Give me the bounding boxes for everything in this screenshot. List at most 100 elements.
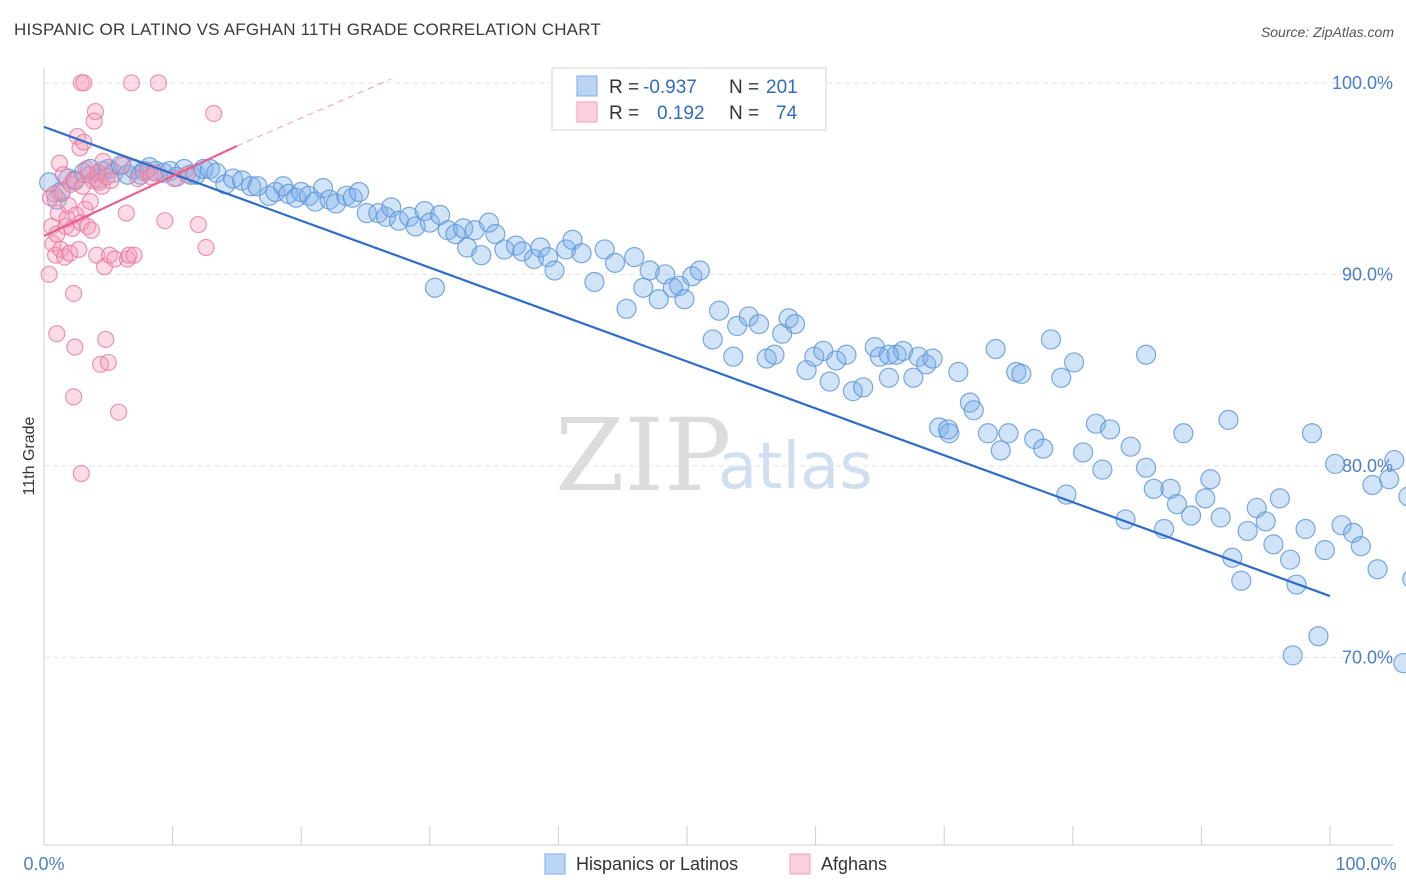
hispanic-point (1063, 352, 1085, 373)
hispanic-point (1200, 469, 1221, 490)
hispanic-point (963, 400, 984, 421)
axes (43, 68, 1393, 846)
hispanic-point (916, 354, 937, 375)
hispanic-point (1136, 457, 1157, 478)
hispanic-point (1384, 449, 1405, 471)
hispanic-point (419, 212, 440, 233)
afghan-point (66, 338, 84, 356)
x-tick-label-min: 0.0% (23, 854, 64, 874)
afghan-point (81, 192, 99, 211)
hispanic-point (853, 377, 874, 398)
afghan-point (205, 104, 223, 123)
hispanic-point (826, 350, 847, 371)
afghan-point (197, 238, 215, 257)
afghan-point (117, 204, 135, 222)
hispanic-point (348, 181, 370, 203)
afghan-point (122, 74, 141, 92)
hispanic-point (998, 423, 1019, 444)
afghan-point (156, 212, 174, 230)
hispanic-point (584, 271, 605, 293)
source-label: Source: ZipAtlas.com (1260, 24, 1394, 40)
hispanic-point (624, 246, 645, 268)
afghan-point (113, 156, 132, 174)
legend-box (551, 67, 827, 131)
gridlines (44, 82, 1393, 658)
hispanic-point (1072, 442, 1094, 463)
hispanic-point (674, 289, 695, 310)
hispanic-point (819, 371, 840, 392)
afghan-point (109, 403, 128, 421)
series-swatch-afghan (789, 853, 811, 875)
hispanic-point (836, 344, 857, 365)
hispanic-point (689, 260, 710, 281)
hispanic-point (1398, 486, 1406, 507)
hispanic-point (505, 235, 527, 256)
hispanic-point (778, 308, 799, 329)
hispanic-point (1237, 520, 1258, 542)
series-legend: Hispanics or Latinos Afghans (544, 853, 887, 875)
hispanic-point (1263, 534, 1284, 555)
correlation-legend: R = -0.937 N = 201 R = 0.192 N = 74 (551, 67, 827, 131)
afghan-point (99, 353, 117, 372)
hispanic-point (604, 252, 626, 273)
hispanic-point (616, 298, 637, 319)
legend-r-label-afghan: R = (609, 103, 639, 124)
afghan-point (48, 325, 66, 343)
afghan-point (102, 171, 120, 190)
afghan-point (106, 250, 124, 268)
hispanic-point (1325, 453, 1346, 475)
afghan-point (64, 388, 83, 406)
afghan-point (125, 246, 143, 264)
trend-lines (43, 78, 1331, 598)
afghan-point (120, 246, 138, 264)
hispanic-point (1379, 469, 1400, 490)
y-tick-label-1: 90.0% (1342, 264, 1393, 284)
hispanic-point (1011, 363, 1032, 385)
series-swatch-hispanic (544, 853, 566, 875)
hispanic-point (937, 419, 959, 440)
watermark-zip: ZIP (555, 397, 731, 514)
hispanic-point (948, 361, 969, 383)
afghan-point (72, 464, 90, 483)
hispanic-point (494, 239, 515, 260)
hispanic-point (903, 367, 924, 388)
hispanic-point (1350, 536, 1371, 557)
afghan-point (97, 330, 115, 349)
hispanic-point (784, 314, 806, 335)
afghan-trend-extension (236, 78, 392, 147)
afghan-point (70, 240, 88, 259)
y-axis-title: 11th Grade (21, 416, 38, 495)
data-points (39, 74, 1406, 674)
hispanic-point (1143, 478, 1164, 499)
legend-n-label-hispanic: N = (729, 77, 759, 98)
hispanic-point (478, 212, 500, 233)
hispanic-point (1099, 419, 1121, 440)
hispanic-point (878, 344, 900, 365)
legend-r-value-hispanic: -0.937 (643, 77, 697, 98)
hispanic-point (878, 367, 900, 388)
hispanic-point (1308, 626, 1329, 647)
legend-n-value-hispanic: 201 (766, 77, 798, 98)
afghan-point (86, 102, 105, 121)
hispanic-point (639, 260, 660, 281)
hispanic-point (886, 344, 907, 365)
hispanic-point (985, 338, 1006, 360)
afghan-point (61, 244, 79, 262)
hispanic-point (240, 176, 262, 197)
hispanic-point (1166, 494, 1188, 515)
legend-swatch-afghan (576, 101, 598, 123)
legend-r-value-afghan: 0.192 (657, 103, 705, 124)
hispanic-point (375, 206, 397, 227)
hispanic-point (922, 348, 943, 369)
afghan-point (82, 221, 101, 239)
hispanic-point (990, 440, 1011, 461)
hispanic-point (1282, 645, 1303, 666)
hispanic-point (1362, 474, 1383, 496)
hispanic-point (723, 346, 744, 367)
hispanic-point (485, 224, 506, 245)
hispanic-point (764, 344, 785, 365)
hispanic-point (1269, 488, 1290, 509)
hispanic-point (1255, 511, 1276, 532)
hispanic-point (1231, 570, 1252, 591)
hispanic-point (738, 306, 759, 327)
